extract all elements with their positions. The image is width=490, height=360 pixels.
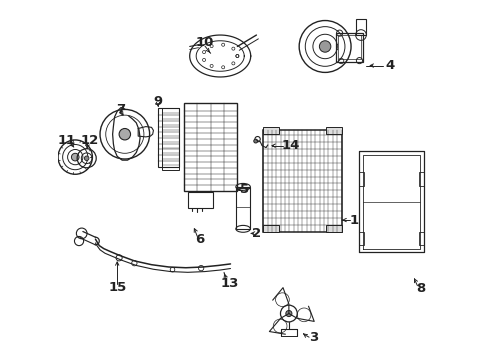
Bar [419, 172, 423, 186]
Text: 9: 9 [153, 95, 163, 108]
Text: 8: 8 [416, 282, 425, 295]
Text: 1: 1 [349, 213, 358, 226]
Text: 5: 5 [241, 183, 249, 196]
Text: 11: 11 [57, 134, 75, 147]
Bar [419, 231, 423, 245]
Bar [188, 192, 213, 208]
Text: 3: 3 [309, 331, 318, 344]
Bar [158, 108, 179, 167]
Circle shape [254, 139, 258, 143]
Bar [356, 19, 367, 35]
Text: 7: 7 [117, 103, 125, 116]
Bar [360, 172, 364, 186]
Bar [326, 127, 342, 134]
Circle shape [72, 153, 79, 161]
Text: 15: 15 [108, 281, 126, 294]
Bar [236, 187, 250, 229]
Text: 12: 12 [80, 134, 98, 147]
Text: 13: 13 [220, 276, 239, 289]
Circle shape [319, 41, 331, 52]
Text: 4: 4 [385, 59, 394, 72]
Circle shape [84, 156, 89, 161]
Bar [162, 108, 179, 171]
Circle shape [119, 129, 130, 140]
Text: 6: 6 [196, 233, 205, 246]
Bar [263, 130, 342, 231]
Bar [263, 225, 279, 231]
Text: 10: 10 [196, 36, 214, 49]
Bar [360, 231, 364, 245]
Bar [184, 103, 237, 191]
Circle shape [286, 310, 292, 316]
Text: 14: 14 [282, 139, 300, 152]
Text: 2: 2 [252, 227, 261, 240]
Bar [336, 33, 363, 62]
Bar [263, 127, 279, 134]
Bar [326, 225, 342, 231]
Bar [338, 35, 361, 59]
